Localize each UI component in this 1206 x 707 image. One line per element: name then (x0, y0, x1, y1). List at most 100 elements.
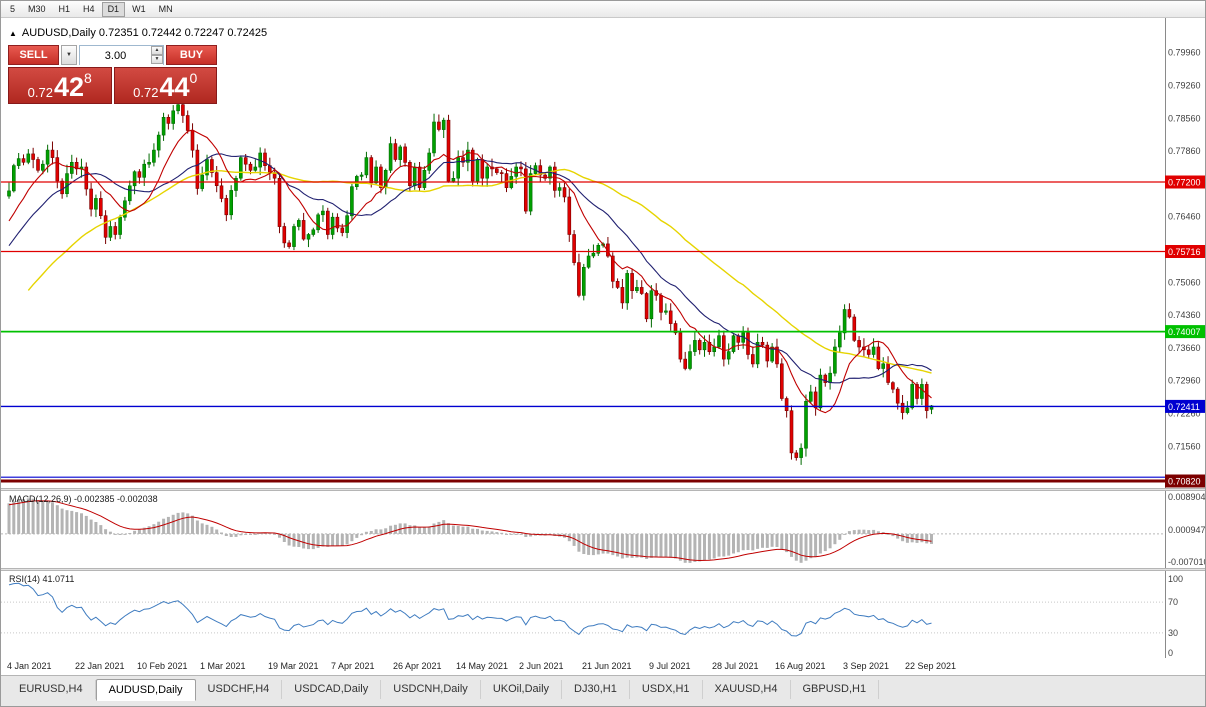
panel-splitter-macd[interactable] (1, 488, 1205, 491)
candle (50, 149, 55, 158)
rsi-panel-canvas[interactable]: 100 70 30 0 (1, 571, 1206, 658)
candle (113, 226, 118, 235)
price-chart-canvas[interactable]: 0.799600.792600.785600.778600.771600.764… (1, 18, 1206, 488)
candle (403, 146, 407, 163)
candle (296, 220, 301, 227)
macd-bar (611, 533, 615, 556)
candle (306, 234, 311, 240)
macd-histogram-group (7, 498, 933, 563)
price-badge-label: 0.72411 (1168, 402, 1200, 412)
price-tick: 0.73660 (1168, 343, 1201, 353)
ma-mid-navy (8, 153, 932, 384)
macd-bar (736, 533, 740, 553)
chart-tab-usdchf-h4[interactable]: USDCHF,H4 (196, 680, 283, 699)
macd-bar (703, 533, 706, 561)
chart-tab-audusd-daily[interactable]: AUDUSD,Daily (95, 679, 196, 701)
candles-group (7, 95, 934, 465)
candle (437, 121, 441, 130)
timeframe-button-mn[interactable]: MN (153, 2, 179, 17)
macd-bar (688, 533, 692, 563)
panel-splitter-rsi[interactable] (1, 568, 1205, 571)
time-axis[interactable]: 4 Jan 2021 22 Jan 2021 10 Feb 2021 1 Mar 20… (1, 658, 1205, 677)
date-label: 26 Apr 2021 (393, 661, 442, 671)
ma-slow-yellow (27, 168, 932, 374)
macd-bar (876, 531, 880, 534)
chart-tab-usdcad-daily[interactable]: USDCAD,Daily (282, 680, 382, 699)
macd-bar (17, 499, 21, 534)
sell-button[interactable]: SELL (8, 45, 59, 65)
volume-decrease-button[interactable]: ▼ (151, 55, 163, 64)
candle (99, 198, 103, 216)
timeframe-button-w1[interactable]: W1 (126, 2, 152, 17)
macd-bar (891, 533, 895, 537)
chart-tab-ukoil-daily[interactable]: UKOil,Daily (481, 680, 563, 699)
timeframe-button-d1[interactable]: D1 (101, 1, 126, 17)
buy-price-box[interactable]: 0.72 44 0 (113, 67, 217, 104)
macd-bar (843, 533, 847, 535)
candle (26, 153, 31, 163)
macd-bar (596, 533, 600, 555)
candle (881, 363, 886, 369)
arrow-up-icon: ▲ (154, 47, 160, 53)
candle (171, 110, 175, 124)
candle (625, 273, 630, 304)
macd-bar (113, 533, 117, 535)
macd-bar (746, 533, 750, 550)
chart-tab-xauusd-h4[interactable]: XAUUSD,H4 (703, 680, 791, 699)
macd-bar (717, 533, 721, 557)
macd-bar (137, 529, 141, 534)
macd-bar (480, 530, 484, 534)
candle (485, 166, 490, 179)
chart-tab-dj30-h1[interactable]: DJ30,H1 (562, 680, 630, 699)
candle (176, 104, 180, 112)
candle (818, 374, 823, 409)
macd-bar (84, 515, 88, 534)
macd-bar (587, 533, 591, 555)
timeframe-button-5[interactable]: 5 (4, 2, 21, 17)
rsi-indicator-label: RSI(14) 41.0711 (9, 574, 75, 584)
macd-bar (80, 513, 83, 534)
buy-button[interactable]: BUY (166, 45, 217, 65)
macd-bar (601, 533, 605, 554)
volume-dropdown-button[interactable]: ▼ (61, 45, 77, 65)
macd-bar (432, 523, 436, 534)
macd-panel-canvas[interactable]: 0.008904 0.000947 -0.007010 (1, 491, 1206, 568)
candle (552, 166, 557, 191)
price-badge-label: 0.74007 (1168, 327, 1201, 337)
macd-bar (925, 533, 929, 544)
sell-price-box[interactable]: 0.72 42 8 (8, 67, 112, 104)
timeframe-button-h4[interactable]: H4 (77, 2, 101, 17)
macd-bar (447, 523, 450, 534)
macd-bar (577, 533, 581, 552)
candle (731, 335, 736, 352)
chart-tab-usdx-h1[interactable]: USDX,H1 (630, 680, 703, 699)
candle (340, 227, 345, 233)
macd-bar (152, 524, 156, 534)
candle (181, 104, 185, 116)
macd-bar (118, 533, 122, 535)
chart-tab-usdcnh-daily[interactable]: USDCNH,Daily (381, 680, 481, 699)
timeframe-button-h1[interactable]: H1 (53, 2, 77, 17)
volume-input[interactable] (80, 47, 163, 65)
volume-increase-button[interactable]: ▲ (151, 46, 163, 55)
macd-bar (915, 533, 919, 543)
macd-bar (572, 533, 576, 546)
rsi-tick: 0 (1168, 648, 1173, 658)
macd-bar (268, 533, 272, 534)
macd-bar (22, 499, 25, 534)
macd-bar (620, 533, 624, 559)
timeframe-button-m30[interactable]: M30 (22, 2, 52, 17)
macd-bar (456, 525, 460, 534)
chart-tab-gbpusd-h1[interactable]: GBPUSD,H1 (791, 680, 880, 699)
macd-bar (384, 528, 388, 534)
candle (794, 452, 799, 458)
candle (441, 119, 446, 130)
macd-bar (123, 533, 127, 535)
candle (900, 402, 905, 413)
macd-bar (669, 533, 673, 558)
macd-bar (162, 518, 166, 534)
candle (369, 157, 374, 184)
macd-bar (606, 533, 610, 554)
chart-tab-eurusd-h4[interactable]: EURUSD,H4 (7, 680, 96, 699)
